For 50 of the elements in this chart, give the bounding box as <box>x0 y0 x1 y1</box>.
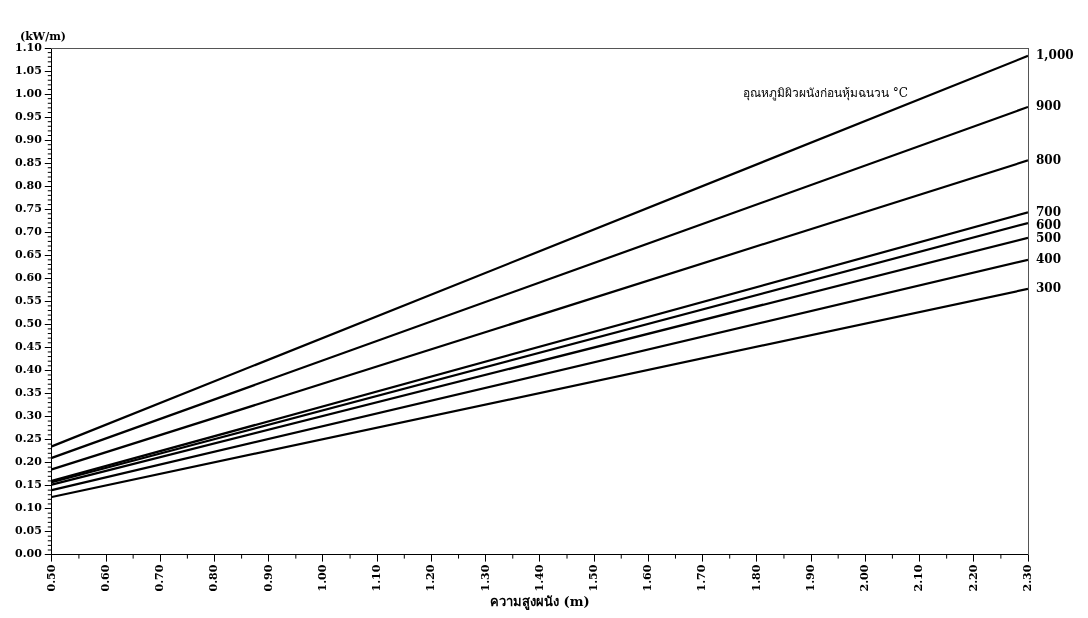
series-label: 1,000 <box>1036 47 1074 62</box>
x-tick-label: 0.70 <box>153 564 167 592</box>
x-tick-label: 2.00 <box>858 564 872 592</box>
x-tick-label: 0.90 <box>261 564 275 592</box>
y-tick-label: 0.30 <box>14 409 43 423</box>
series-label: 300 <box>1036 280 1062 295</box>
x-tick-label: 1.60 <box>641 564 655 592</box>
y-tick-label: 0.50 <box>14 317 43 331</box>
y-tick-label: 0.70 <box>14 225 43 239</box>
x-tick-label: 2.10 <box>912 564 926 592</box>
y-tick-label: 0.40 <box>14 363 43 377</box>
y-tick-label: 0.15 <box>14 478 42 492</box>
legend-title: อุณหภูมิผิวผนังก่อนหุ้มฉนวน °C <box>743 86 908 102</box>
x-tick-label: 0.80 <box>207 564 221 592</box>
y-tick-label: 0.05 <box>14 524 42 538</box>
series-label: 900 <box>1036 99 1062 114</box>
x-tick-label: 1.20 <box>424 564 438 592</box>
y-tick-label: 0.00 <box>14 547 43 561</box>
y-tick-label: 0.75 <box>14 202 42 216</box>
series-label: 700 <box>1036 204 1062 219</box>
x-tick-label: 1.80 <box>749 564 763 592</box>
x-tick-label: 2.30 <box>1020 564 1034 592</box>
series-label: 500 <box>1036 230 1062 245</box>
x-tick-label: 1.00 <box>315 564 329 592</box>
y-tick-label: 0.45 <box>14 340 42 354</box>
x-tick-label: 1.40 <box>532 564 546 592</box>
x-tick-label: 1.30 <box>478 564 492 592</box>
y-tick-label: 1.05 <box>14 63 42 77</box>
y-tick-label: 0.10 <box>14 501 43 515</box>
x-tick-label: 0.60 <box>98 564 112 592</box>
series-label: 600 <box>1036 217 1062 232</box>
y-tick-label: 0.55 <box>14 294 42 308</box>
y-tick-label: 0.65 <box>14 248 42 262</box>
y-tick-label: 0.95 <box>14 109 42 123</box>
y-tick-label: 0.25 <box>14 432 42 446</box>
x-tick-label: 1.70 <box>695 564 709 592</box>
y-tick-label: 1.00 <box>14 86 43 100</box>
y-tick-label: 0.20 <box>14 455 43 469</box>
x-tick-label: 2.20 <box>966 564 980 592</box>
x-axis-title: ความสูงผนัง (m) <box>490 593 590 610</box>
series-label: 800 <box>1036 152 1062 167</box>
x-tick-label: 1.90 <box>803 564 817 592</box>
y-tick-label: 0.90 <box>14 132 43 146</box>
y-tick-label: 0.85 <box>14 156 42 169</box>
y-tick-label: 0.35 <box>14 386 42 400</box>
series-label: 400 <box>1036 251 1062 266</box>
y-tick-label: 0.80 <box>14 179 43 193</box>
x-tick-label: 1.50 <box>586 564 600 592</box>
x-tick-label: 1.10 <box>370 564 384 592</box>
y-tick-label: 0.60 <box>14 271 43 285</box>
